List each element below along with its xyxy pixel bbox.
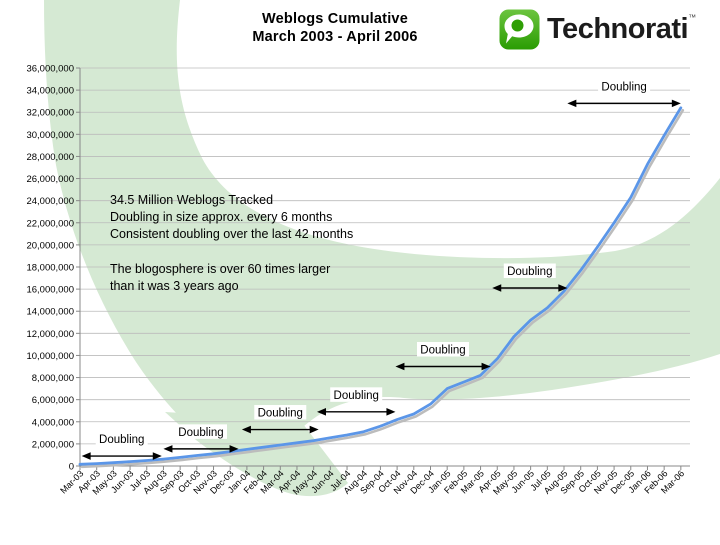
- y-axis-labels: 0 2,000,000 4,000,000 6,000,000 8,000,000 10,…: [26, 64, 74, 473]
- chart-title-line2: March 2003 - April 2006: [252, 29, 418, 45]
- svg-text:8,000,000: 8,000,000: [32, 373, 74, 384]
- svg-text:34,000,000: 34,000,000: [26, 86, 74, 97]
- svg-text:10,000,000: 10,000,000: [26, 351, 74, 362]
- svg-text:Doubling: Doubling: [258, 408, 303, 420]
- annotation-line: Doubling in size approx. every 6 months: [110, 210, 333, 224]
- annotation-line: than it was 3 years ago: [110, 279, 239, 293]
- x-axis-labels: Mar-03Apr-03May-03Jun-03Jul-03Aug-03Sep-…: [58, 468, 686, 496]
- svg-text:22,000,000: 22,000,000: [26, 218, 74, 229]
- svg-text:2,000,000: 2,000,000: [32, 439, 74, 450]
- svg-text:0: 0: [69, 462, 74, 473]
- svg-text:28,000,000: 28,000,000: [26, 152, 74, 163]
- svg-text:36,000,000: 36,000,000: [26, 64, 74, 75]
- technorati-wordmark: Technorati™: [547, 9, 696, 50]
- svg-text:30,000,000: 30,000,000: [26, 130, 74, 141]
- gridlines: [80, 67, 690, 445]
- svg-text:Doubling: Doubling: [420, 345, 465, 357]
- svg-text:Doubling: Doubling: [99, 434, 144, 446]
- chart-title-line1: Weblogs Cumulative: [262, 11, 408, 27]
- svg-text:24,000,000: 24,000,000: [26, 196, 74, 207]
- svg-text:20,000,000: 20,000,000: [26, 240, 74, 251]
- svg-text:12,000,000: 12,000,000: [26, 329, 74, 340]
- svg-text:32,000,000: 32,000,000: [26, 108, 74, 119]
- svg-text:14,000,000: 14,000,000: [26, 307, 74, 318]
- svg-text:16,000,000: 16,000,000: [26, 285, 74, 296]
- svg-text:18,000,000: 18,000,000: [26, 263, 74, 274]
- annotation-line: The blogosphere is over 60 times larger: [110, 262, 331, 276]
- svg-text:6,000,000: 6,000,000: [32, 395, 74, 406]
- svg-text:26,000,000: 26,000,000: [26, 174, 74, 185]
- annotation-weblogs-tracked: 34.5 Million Weblogs Tracked Doubling in…: [110, 192, 353, 243]
- svg-text:Doubling: Doubling: [334, 390, 379, 402]
- annotation-blogosphere-size: The blogosphere is over 60 times larger …: [110, 261, 330, 295]
- annotation-line: Consistent doubling over the last 42 mon…: [110, 227, 354, 241]
- svg-text:Doubling: Doubling: [178, 427, 223, 439]
- svg-text:4,000,000: 4,000,000: [32, 417, 74, 428]
- technorati-wordmark-text: Technorati: [547, 13, 689, 45]
- technorati-speech-bubble-icon: [499, 9, 540, 50]
- chart-title: Weblogs Cumulative March 2003 - April 20…: [195, 10, 475, 46]
- axes: [76, 67, 690, 470]
- trademark-symbol: ™: [688, 13, 696, 22]
- annotation-line: 34.5 Million Weblogs Tracked: [110, 193, 274, 207]
- svg-text:Doubling: Doubling: [507, 266, 552, 278]
- data-line-weblogs: [78, 106, 685, 469]
- svg-text:Doubling: Doubling: [601, 81, 646, 93]
- technorati-logo: Technorati™: [499, 9, 696, 50]
- doubling-annotations: Doubling Doubling Doubling Doubling Doubling…: [81, 78, 681, 460]
